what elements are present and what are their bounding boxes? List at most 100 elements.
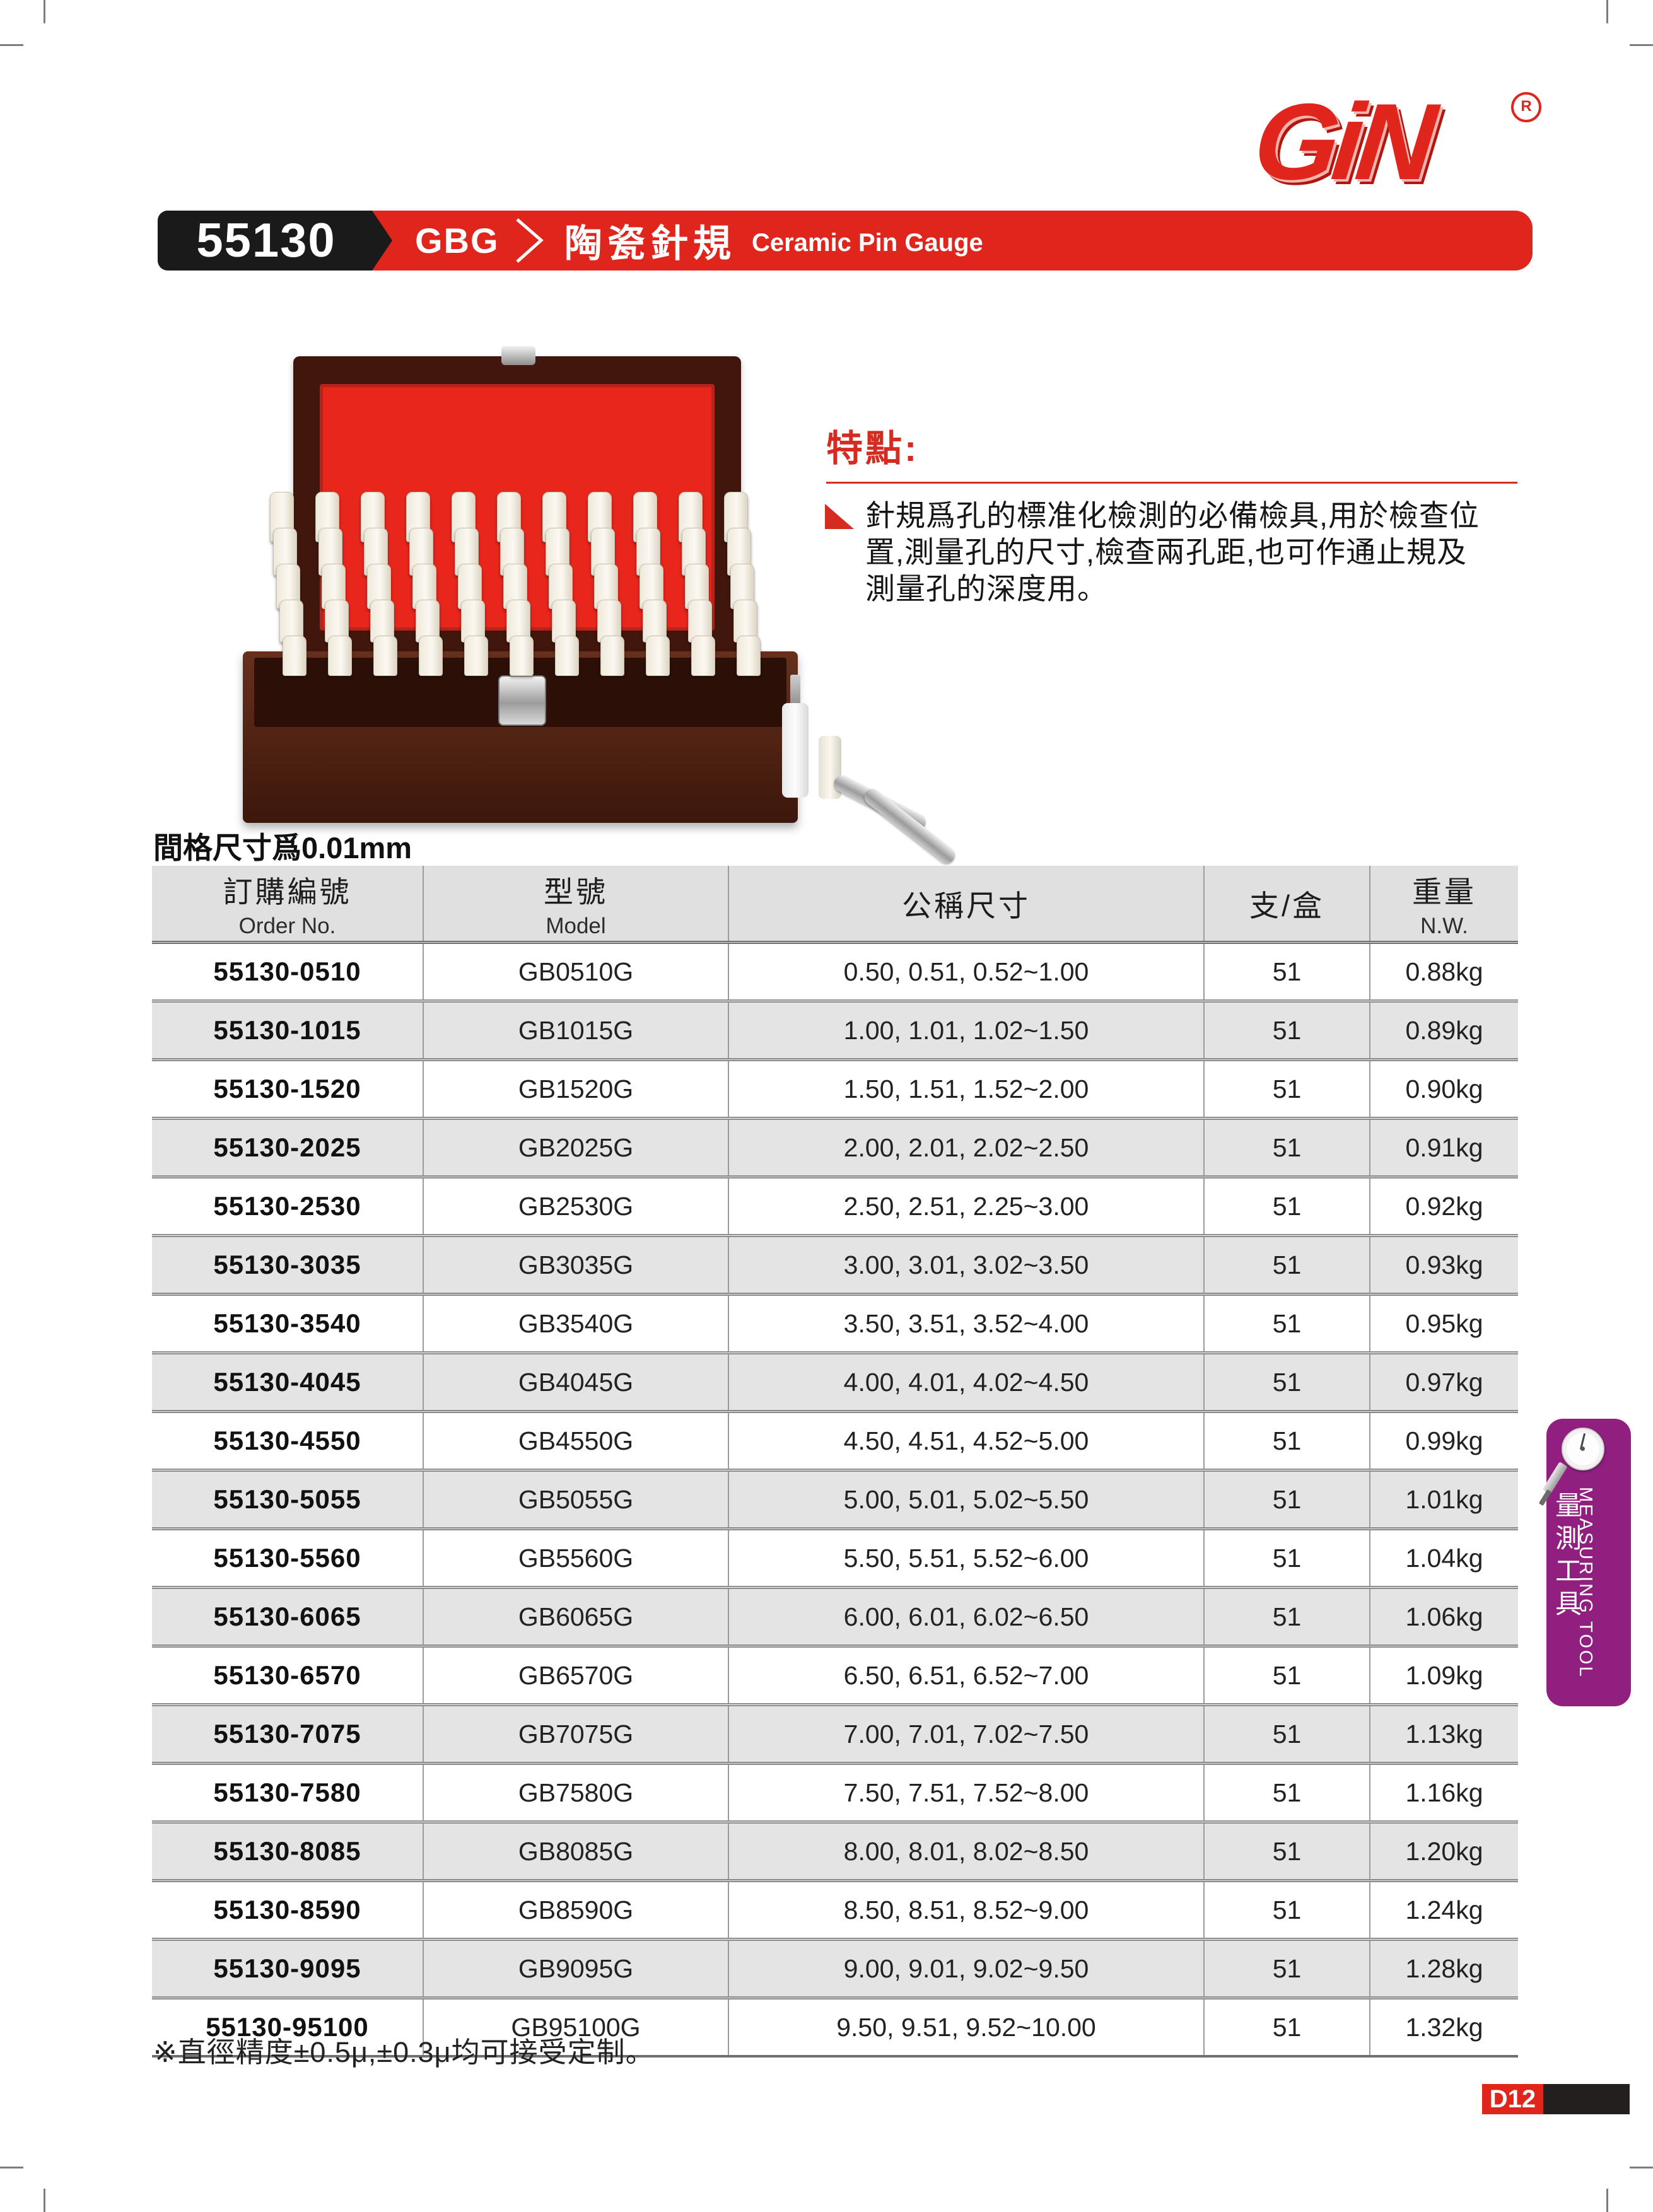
table-cell: 55130-8085	[213, 1836, 361, 1866]
table-cell: 6.00, 6.01, 6.02~6.50	[728, 1587, 1204, 1646]
table-cell: 1.06kg	[1369, 1587, 1518, 1646]
table-cell: 51	[1203, 1294, 1370, 1353]
registered-trademark-icon: R	[1511, 92, 1541, 122]
table-cell: GB7580G	[423, 1763, 728, 1822]
table-cell: 55130-5055	[213, 1484, 361, 1514]
page-number: D12	[1489, 2085, 1536, 2113]
ceramic-pin	[464, 636, 488, 676]
accessory-bottle	[782, 703, 809, 798]
ceramic-pin	[688, 600, 712, 643]
pin-gauge-sample	[861, 785, 959, 867]
table-cell: 3.00, 3.01, 3.02~3.50	[728, 1235, 1204, 1295]
table-row: 55130-0510 GB0510G 0.50, 0.51, 0.52~1.00 51…	[152, 942, 1518, 1001]
table-cell: 55130-2530	[213, 1191, 361, 1221]
table-cell: 51	[1203, 1353, 1370, 1412]
side-tab-label-zh: 量測工具	[1555, 1491, 1582, 1619]
table-cell: 4.00, 4.01, 4.02~4.50	[728, 1353, 1204, 1412]
dial-hub	[1580, 1447, 1585, 1451]
ceramic-pin	[419, 636, 443, 676]
table-cell: 51	[1203, 1704, 1370, 1764]
table-cell: GB7075G	[423, 1704, 728, 1764]
table-row: 55130-4045 GB4045G 4.00, 4.01, 4.02~4.50 51…	[152, 1353, 1518, 1412]
table-cell: 5.00, 5.01, 5.02~5.50	[728, 1470, 1204, 1529]
table-cell: 3.50, 3.51, 3.52~4.00	[728, 1294, 1204, 1353]
dial-indicator-icon	[1562, 1428, 1604, 1470]
table-cell: GB95100G	[423, 1998, 728, 2056]
col-header-zh: 支/盒	[1249, 889, 1325, 923]
table-cell: 1.28kg	[1369, 1939, 1518, 1998]
features-line: 置,測量孔的尺寸,檢查兩孔距,也可作通止規及	[865, 535, 1468, 569]
triangle-bullet-icon	[825, 504, 854, 529]
table-cell: GB0510G	[423, 942, 728, 1001]
table-cell: 51	[1203, 1411, 1370, 1470]
table-row: 55130-3540 GB3540G 3.50, 3.51, 3.52~4.00 51…	[152, 1294, 1518, 1353]
features-section: 特點: 針規爲孔的標准化檢測的必備檢具,用於檢查位 置,測量孔的尺寸,檢查兩孔距…	[825, 419, 1533, 607]
table-cell: 55130-4550	[213, 1426, 361, 1455]
crop-mark	[1630, 2167, 1653, 2168]
table-cell: GB3540G	[423, 1294, 728, 1353]
table-cell: GB4045G	[423, 1353, 728, 1412]
table-row: 55130-2530 GB2530G 2.50, 2.51, 2.25~3.00 51…	[152, 1177, 1518, 1236]
table-cell: 51	[1203, 1059, 1370, 1119]
table-cell: 55130-8590	[213, 1895, 361, 1924]
table-cell: 51	[1203, 1587, 1370, 1646]
table-cell: 55130-1015	[213, 1015, 361, 1045]
table-cell: 55130-3035	[213, 1250, 361, 1279]
crop-mark	[44, 2189, 45, 2212]
col-header-en: N.W.	[1420, 914, 1468, 938]
table-row: 55130-95100 GB95100G 9.50, 9.51, 9.52~10.0…	[152, 1998, 1518, 2056]
table-cell: GB1015G	[423, 1001, 728, 1060]
col-header-zh: 訂購編號	[223, 875, 352, 909]
table-cell: 0.88kg	[1369, 942, 1518, 1001]
table-cell: 8.50, 8.51, 8.52~9.00	[728, 1880, 1204, 1940]
table-cell: 1.13kg	[1369, 1704, 1518, 1764]
table-cell: GB6065G	[423, 1587, 728, 1646]
ceramic-pin	[416, 600, 440, 643]
ceramic-pin	[643, 600, 667, 643]
table-row: 55130-3035 GB3035G 3.00, 3.01, 3.02~3.50 51…	[152, 1235, 1518, 1295]
page-number-badge: D12	[1482, 2084, 1543, 2114]
ceramic-pin	[461, 600, 485, 643]
table-row: 55130-7075 GB7075G 7.00, 7.01, 7.02~7.50 51…	[152, 1704, 1518, 1764]
table-cell: 7.50, 7.51, 7.52~8.00	[728, 1763, 1204, 1822]
table-cell: 51	[1203, 1822, 1370, 1881]
features-divider	[826, 482, 1517, 484]
ceramic-pins-grid	[270, 492, 774, 700]
table-cell: GB3035G	[423, 1235, 728, 1295]
table-cell: 1.04kg	[1369, 1528, 1518, 1588]
table-cell: 6.50, 6.51, 6.52~7.00	[728, 1646, 1204, 1705]
table-cell: 9.50, 9.51, 9.52~10.00	[728, 1998, 1204, 2056]
table-cell: 55130-6065	[213, 1602, 361, 1631]
table-cell: 51	[1203, 1528, 1370, 1588]
crop-mark	[1630, 44, 1653, 46]
table-cell: GB6570G	[423, 1646, 728, 1705]
col-header-zh: 重量	[1412, 875, 1476, 909]
ceramic-pin	[737, 636, 761, 676]
chevron-right-icon	[516, 218, 544, 263]
table-cell: 51	[1203, 1646, 1370, 1705]
product-code: 55130	[196, 214, 336, 267]
table-cell: 55130-4045	[213, 1367, 361, 1397]
brand-logo: GiN R	[1249, 81, 1545, 210]
col-header-weight: 重量 N.W.	[1369, 866, 1518, 944]
features-line: 測量孔的深度用。	[865, 572, 1107, 605]
table-row: 55130-6570 GB6570G 6.50, 6.51, 6.52~7.00 51…	[152, 1646, 1518, 1705]
table-cell: 8.00, 8.01, 8.02~8.50	[728, 1822, 1204, 1881]
table-cell: GB2530G	[423, 1177, 728, 1236]
table-row: 55130-4550 GB4550G 4.50, 4.51, 4.52~5.00 51…	[152, 1411, 1518, 1470]
product-title-zh: 陶瓷針規	[564, 223, 736, 265]
table-cell: GB8085G	[423, 1822, 728, 1881]
ceramic-pin	[510, 636, 534, 676]
table-cell: 1.32kg	[1369, 1998, 1518, 2056]
table-header-row: 訂購編號 Order No. 型號 Model 公稱尺寸 支/盒	[152, 866, 1518, 944]
box-latch-top	[501, 346, 535, 365]
ceramic-pin	[552, 600, 576, 643]
table-cell: 1.24kg	[1369, 1880, 1518, 1940]
table-cell: 0.99kg	[1369, 1411, 1518, 1470]
table-cell: 0.89kg	[1369, 1001, 1518, 1060]
table-cell: 55130-7580	[213, 1778, 361, 1807]
table-row: 55130-9095 GB9095G 9.00, 9.01, 9.02~9.50 51…	[152, 1939, 1518, 1998]
table-cell: 2.00, 2.01, 2.02~2.50	[728, 1118, 1204, 1177]
table-row: 55130-5055 GB5055G 5.00, 5.01, 5.02~5.50 51…	[152, 1470, 1518, 1529]
ceramic-pin	[691, 636, 715, 676]
